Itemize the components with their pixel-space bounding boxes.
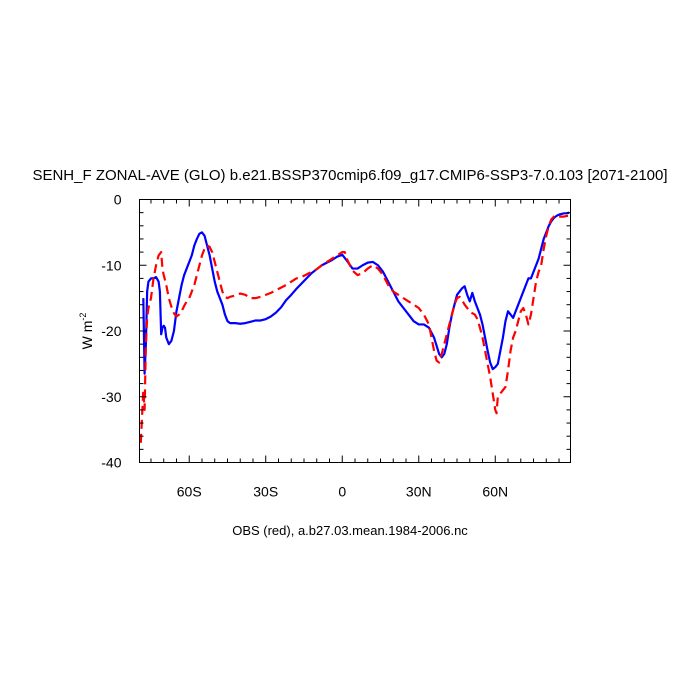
y-tick-label: -20 (101, 323, 121, 339)
x-tick-label: 60S (177, 484, 202, 500)
y-tick-label: 0 (114, 192, 122, 208)
x-tick-label: 60N (482, 484, 508, 500)
y-axis-label-exponent: -2 (78, 313, 88, 321)
x-tick-label: 0 (338, 484, 346, 500)
series-line-model-blue (142, 211, 570, 375)
y-tick-label: -40 (101, 455, 121, 471)
x-axis-label: OBS (red), a.b27.03.mean.1984-2006.nc (232, 523, 468, 538)
plot-frame (139, 199, 571, 463)
y-axis-ticks: 0 -10 -20 -30 -40 (101, 192, 571, 471)
chart-title: SENH_F ZONAL-AVE (GLO) b.e21.BSSP370cmip… (32, 167, 667, 184)
x-tick-label: 30N (406, 484, 432, 500)
y-tick-label: -10 (101, 257, 121, 273)
y-axis-label: W m-2 (78, 313, 95, 350)
series-line-obs-red-dashed (139, 214, 570, 443)
y-tick-label: -30 (101, 389, 121, 405)
x-tick-label: 30S (253, 484, 278, 500)
x-axis-ticks: 60S 30S 0 30N 60N (150, 199, 560, 500)
y-axis-label-main: W m (79, 321, 95, 350)
plot-lines (139, 211, 570, 443)
